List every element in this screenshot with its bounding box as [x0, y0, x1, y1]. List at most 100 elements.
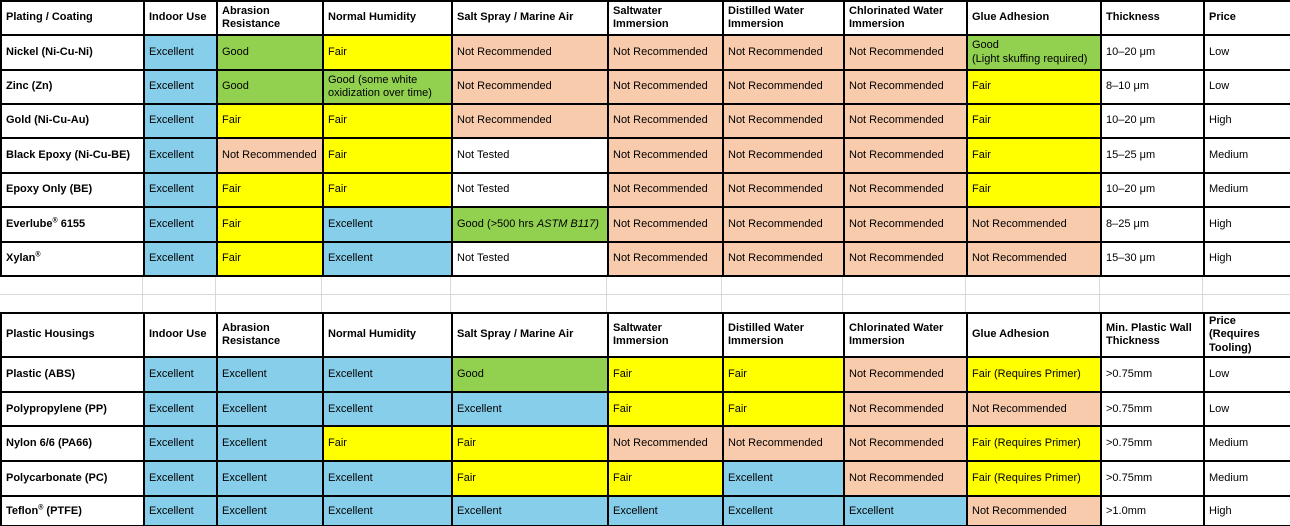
table-cell: Not Recommended [966, 206, 1102, 243]
table-cell: Fair [966, 137, 1102, 174]
column-header-distilled-water-immersion: Distilled Water Immersion [722, 0, 845, 36]
table-cell: Good [451, 356, 609, 394]
table-cell: Not Recommended [843, 241, 968, 277]
table-cell: Fair [216, 241, 324, 277]
table-cell: Excellent [143, 206, 218, 243]
registered-trademark-symbol: ® [52, 217, 58, 225]
table-cell: Not Recommended [843, 425, 968, 463]
table-cell: Fair (Requires Primer) [966, 425, 1102, 463]
registered-trademark-symbol: ® [35, 251, 41, 259]
table-cell: Not Recommended [843, 103, 968, 139]
table-cell: Excellent [451, 495, 609, 526]
column-header-glue-adhesion: Glue Adhesion [966, 311, 1102, 359]
table-row: Gold (Ni-Cu-Au) Excellent Fair Fair Not Reco… [0, 103, 1290, 139]
table-cell: Not Recommended [607, 34, 724, 71]
column-header-salt-spray-marine-air: Salt Spray / Marine Air [451, 311, 609, 359]
table-cell: Medium [1203, 460, 1290, 498]
table-cell: Fair [966, 172, 1102, 208]
row-label-black-epoxy-ni-cu-be: Black Epoxy (Ni-Cu-BE) [0, 137, 145, 174]
table-cell: Good (some white oxidization over time) [322, 69, 453, 105]
table-cell: Not Recommended [843, 206, 968, 243]
table-cell: Fair [451, 425, 609, 463]
table-cell: Medium [1203, 172, 1290, 208]
table-cell: Excellent [607, 495, 724, 526]
table-cell: Excellent [216, 495, 324, 526]
table-cell: Excellent [722, 460, 845, 498]
table-cell: Excellent [143, 495, 218, 526]
table-cell: High [1203, 241, 1290, 277]
gridline-column [722, 277, 843, 312]
table-cell: Not Recommended [722, 34, 845, 71]
table-cell: Fair [722, 356, 845, 394]
column-header-normal-humidity: Normal Humidity [322, 311, 453, 359]
table-row: Nickel (Ni-Cu-Ni) Excellent Good Fair Not Re… [0, 34, 1290, 71]
table-cell: 8–25 μm [1100, 206, 1205, 243]
table-cell: Not Tested [451, 241, 609, 277]
table-cell: Not Recommended [843, 460, 968, 498]
table-cell: Excellent [451, 391, 609, 428]
row-label-plastic-abs: Plastic (ABS) [0, 356, 145, 394]
table-cell: Fair [451, 460, 609, 498]
table-cell: Not Tested [451, 172, 609, 208]
gridline-column [451, 277, 607, 312]
gridline-column [322, 277, 451, 312]
row-label-everlube-6155: Everlube® 6155 [0, 206, 145, 243]
gridline-column [216, 277, 322, 312]
table-cell: Low [1203, 69, 1290, 105]
row-label-polycarbonate-pc: Polycarbonate (PC) [0, 460, 145, 498]
column-header-price: Price [1203, 0, 1290, 36]
table-cell: Excellent [322, 206, 453, 243]
table-cell: Not Recommended [722, 103, 845, 139]
table-cell: Not Recommended [843, 137, 968, 174]
table-cell: Not Recommended [966, 495, 1102, 526]
table-cell: Not Recommended [722, 172, 845, 208]
row-label-teflon-ptfe: Teflon® (PTFE) [0, 495, 145, 526]
table-cell: Good [216, 69, 324, 105]
table-cell: Excellent [143, 356, 218, 394]
table-cell: Not Recommended [722, 241, 845, 277]
table-cell: Fair [966, 69, 1102, 105]
table-row: Epoxy Only (BE) Excellent Fair Fair Not Test… [0, 172, 1290, 208]
column-header-abrasion-resistance: Abrasion Resistance [216, 0, 324, 36]
table-row: Nylon 6/6 (PA66) Excellent Excellent Fair Fa… [0, 425, 1290, 463]
table-cell: High [1203, 206, 1290, 243]
table-cell: Not Recommended [607, 172, 724, 208]
table-cell: Fair [216, 103, 324, 139]
table-cell: Fair (Requires Primer) [966, 356, 1102, 394]
table-cell: Not Recommended [966, 241, 1102, 277]
table-cell: Fair [966, 103, 1102, 139]
row-label-xylan: Xylan® [0, 241, 145, 277]
table-row: Black Epoxy (Ni-Cu-BE) Excellent Not Recom… [0, 137, 1290, 174]
gridline-column [1203, 277, 1289, 312]
table-cell: Not Recommended [843, 391, 968, 428]
registered-trademark-symbol: ® [38, 503, 44, 511]
table-cell: Excellent [143, 103, 218, 139]
table-cell: >0.75mm [1100, 460, 1205, 498]
table-cell: Excellent [143, 69, 218, 105]
plastic-housings-table: Plastic Housings Indoor Use Abrasion Resis… [0, 311, 1290, 526]
table-cell: Not Recommended [451, 103, 609, 139]
table-cell: 10–20 μm [1100, 103, 1205, 139]
table-cell: Fair [322, 172, 453, 208]
table-cell: Excellent [143, 241, 218, 277]
table-cell: Not Recommended [607, 241, 724, 277]
table-cell: Not Recommended [607, 206, 724, 243]
column-header-indoor-use: Indoor Use [143, 311, 218, 359]
table-cell: >0.75mm [1100, 356, 1205, 394]
table-cell: Low [1203, 356, 1290, 394]
table-cell: >1.0mm [1100, 495, 1205, 526]
table-cell: Medium [1203, 425, 1290, 463]
column-header-min-plastic-wall-thickness: Min. Plastic Wall Thickness [1100, 311, 1205, 359]
table-row: Polypropylene (PP) Excellent Excellent Exce… [0, 391, 1290, 428]
table-cell: Fair [322, 425, 453, 463]
column-header-indoor-use: Indoor Use [143, 0, 218, 36]
table-cell: Excellent [843, 495, 968, 526]
column-header-normal-humidity: Normal Humidity [322, 0, 453, 36]
gridline-column [143, 277, 216, 312]
table-cell: Not Recommended [722, 206, 845, 243]
table-cell: 8–10 μm [1100, 69, 1205, 105]
table-cell: Not Recommended [722, 425, 845, 463]
table-cell: Excellent [143, 391, 218, 428]
column-header-saltwater-immersion: Saltwater Immersion [607, 0, 724, 36]
